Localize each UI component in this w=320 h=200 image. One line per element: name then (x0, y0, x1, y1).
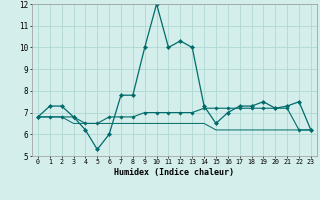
X-axis label: Humidex (Indice chaleur): Humidex (Indice chaleur) (115, 168, 234, 177)
